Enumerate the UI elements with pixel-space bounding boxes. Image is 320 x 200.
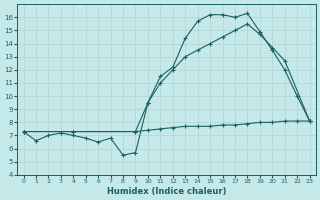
- X-axis label: Humidex (Indice chaleur): Humidex (Indice chaleur): [107, 187, 226, 196]
